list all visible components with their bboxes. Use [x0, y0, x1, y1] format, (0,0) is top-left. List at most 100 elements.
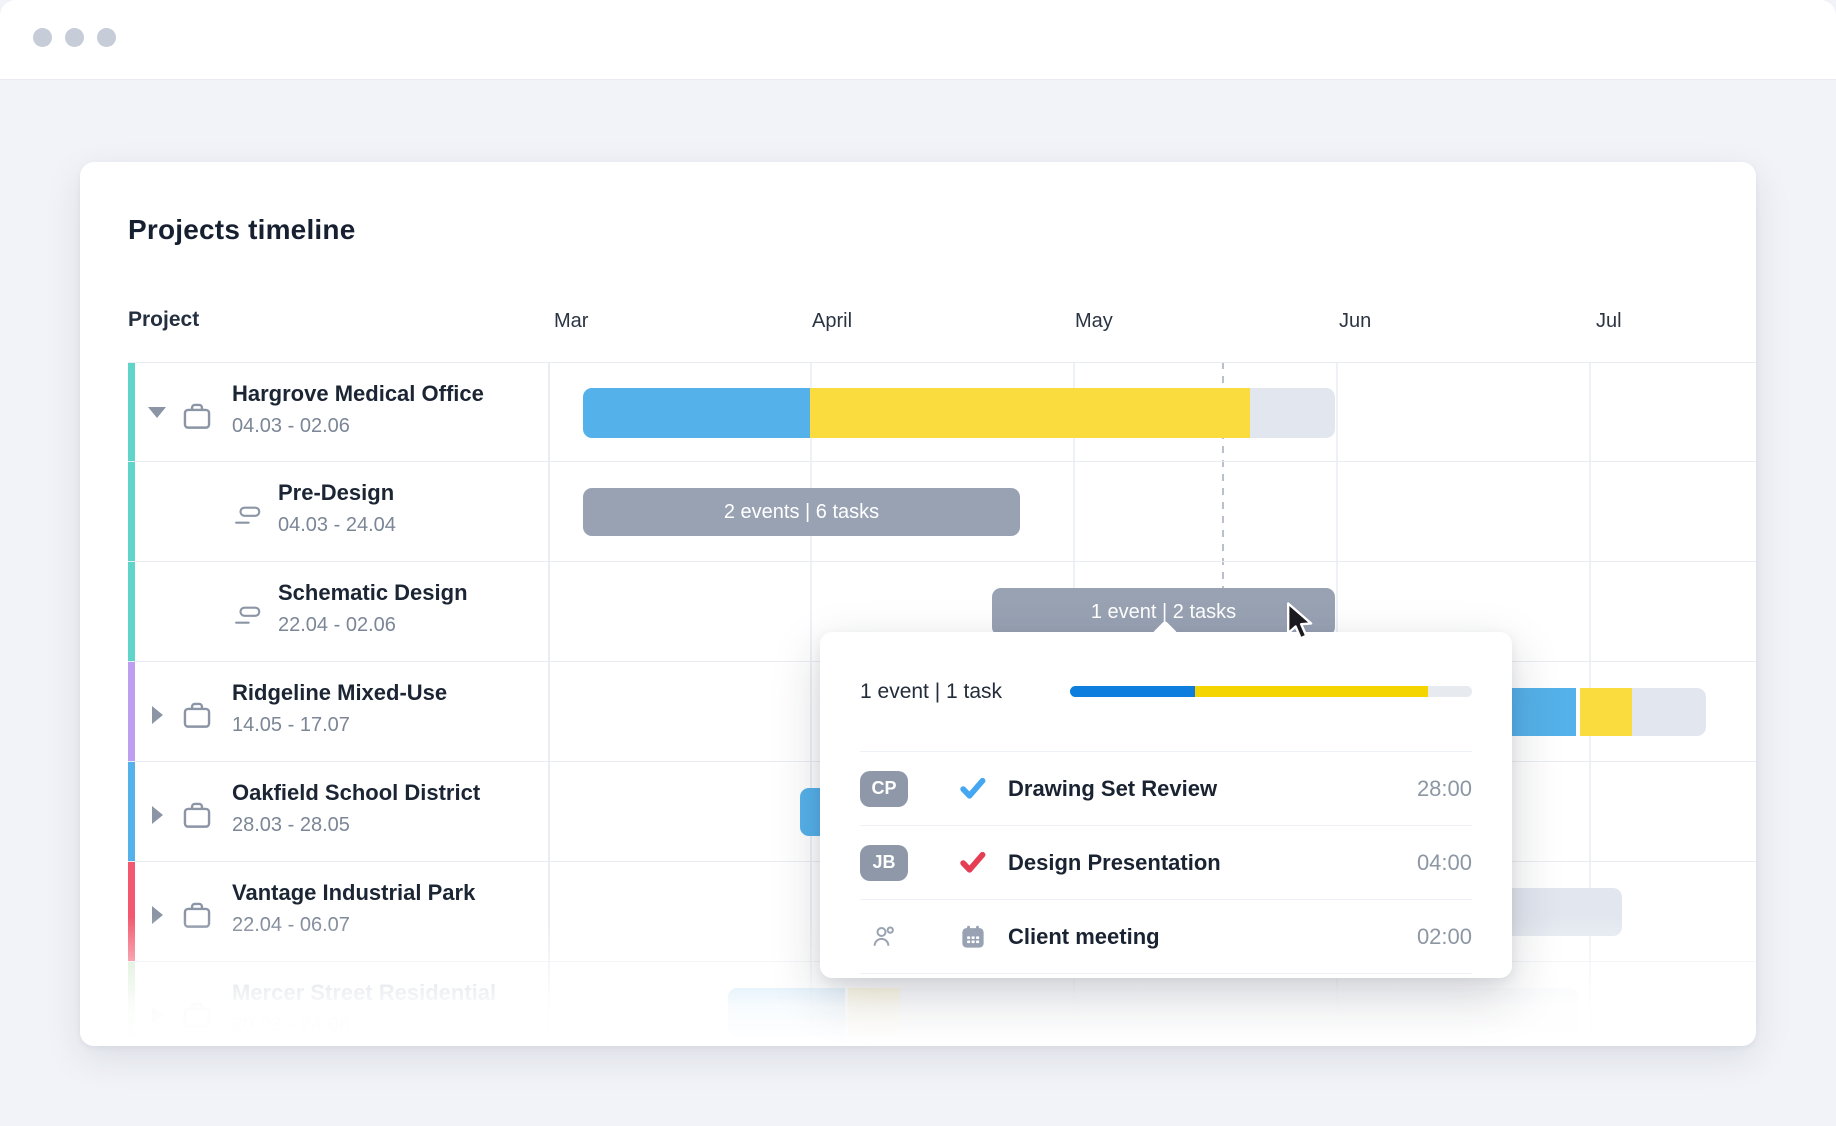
projects-timeline-card: Projects timeline Project Mar April May Jun…: [80, 162, 1756, 1046]
bar-segment-slate: [583, 488, 1020, 536]
item-title: Client meeting: [1008, 923, 1160, 949]
expand-arrow-icon[interactable]: [152, 806, 163, 824]
briefcase-icon: [183, 902, 211, 928]
row-name: Ridgeline Mixed-Use: [232, 680, 448, 705]
phase-icon: [235, 506, 261, 524]
item-time: 04:00: [1416, 849, 1472, 875]
mouse-cursor: [1287, 602, 1313, 640]
progress-segment: [1427, 686, 1472, 697]
row-name: Oakfield School District: [232, 780, 481, 805]
bar-segment-yellow: [1580, 688, 1632, 736]
row-name: Mercer Street Residential: [232, 980, 497, 1005]
month-label-jun: Jun: [1339, 310, 1372, 332]
row-color-edge: [128, 962, 135, 1046]
check-icon: [960, 851, 986, 873]
item-icon-slot: [960, 924, 986, 950]
row-color-edge: [128, 762, 135, 861]
briefcase-icon: [183, 1002, 211, 1028]
popover-item-drawing-set-review[interactable]: CP Drawing Set Review 28:00: [860, 752, 1472, 826]
item-title: Drawing Set Review: [1008, 775, 1218, 801]
item-time: 02:00: [1416, 923, 1472, 949]
item-icon-slot: [960, 851, 986, 874]
bar-segment-blue: [728, 988, 845, 1036]
popover-item-design-presentation[interactable]: JB Design Presentation 04:00: [860, 826, 1472, 900]
row-name: Schematic Design: [278, 580, 468, 605]
assignee-badge: JB: [860, 844, 908, 881]
bar-segment-yellow: [810, 388, 1250, 438]
expand-arrow-icon[interactable]: [152, 1006, 163, 1024]
row-dates: 20.03 - 24.06: [232, 1014, 350, 1036]
progress-segment: [1194, 686, 1428, 697]
phase-icon: [233, 604, 263, 635]
month-label-may: May: [1075, 310, 1113, 332]
window-controls[interactable]: [33, 28, 116, 47]
item-title: Design Presentation: [1008, 849, 1221, 875]
timeline-row-ridgeline-mixed-use[interactable]: Ridgeline Mixed-Use 14.05 - 17.07: [128, 662, 1756, 762]
row-name: Pre-Design: [278, 480, 395, 505]
project-icon: [180, 899, 214, 938]
row-color-edge: [128, 862, 135, 961]
check-icon: [960, 777, 986, 799]
panel-divider: [548, 362, 550, 1046]
month-label-mar: Mar: [554, 310, 589, 332]
month-gridline: [810, 362, 812, 1046]
bar-segment-track: [1250, 388, 1335, 438]
assignee-badge: CP: [860, 770, 908, 807]
window-control-dot[interactable]: [97, 28, 116, 47]
gantt-bar-mercer-street-residential[interactable]: [728, 988, 1578, 1036]
bar-label: 1 event | 2 tasks: [1090, 600, 1237, 623]
page-title: Projects timeline: [128, 214, 356, 245]
window-control-dot[interactable]: [33, 28, 52, 47]
row-dates: 04.03 - 24.04: [278, 514, 396, 536]
project-icon: [180, 799, 214, 838]
row-color-edge: [128, 662, 135, 761]
row-dates: 28.03 - 28.05: [232, 814, 350, 836]
timeline-row-pre-design[interactable]: Pre-Design 04.03 - 24.04: [128, 462, 1756, 562]
row-dates: 14.05 - 17.07: [232, 714, 350, 736]
popover-item-client-meeting[interactable]: Client meeting 02:00: [860, 900, 1472, 974]
popover-progress-bar: [1070, 686, 1472, 697]
project-icon: [180, 400, 214, 439]
expand-arrow-icon[interactable]: [152, 706, 163, 724]
today-marker-line: [1222, 362, 1224, 636]
briefcase-icon: [183, 403, 211, 429]
project-column-header: Project: [128, 308, 200, 331]
project-icon: [180, 699, 214, 738]
phase-icon: [235, 606, 261, 624]
timeline-row-hargrove-medical-office[interactable]: Hargrove Medical Office 04.03 - 02.06: [128, 362, 1756, 462]
window-titlebar: [0, 0, 1836, 80]
bar-label: 2 events | 6 tasks: [723, 500, 880, 523]
bar-segment-track: [1632, 688, 1706, 736]
row-color-edge: [128, 562, 135, 661]
item-badge-slot: JB: [860, 844, 908, 881]
briefcase-icon: [183, 702, 211, 728]
row-dates: 22.04 - 02.06: [278, 614, 396, 636]
month-label-april: April: [812, 310, 853, 332]
month-label-jul: Jul: [1596, 310, 1622, 332]
item-icon-slot: [960, 777, 986, 800]
row-dates: 04.03 - 02.06: [232, 415, 350, 437]
gantt-bar-pre-design[interactable]: 2 events | 6 tasks: [583, 488, 1020, 536]
phase-icon: [233, 504, 263, 535]
row-name: Vantage Industrial Park: [232, 880, 476, 905]
popover-summary: 1 event | 1 task: [860, 679, 1003, 703]
row-name: Hargrove Medical Office: [232, 381, 484, 406]
progress-segment: [1070, 686, 1195, 697]
item-badge-slot: CP: [860, 770, 908, 807]
bar-segment-yellow: [848, 988, 900, 1036]
gantt-bar-hargrove-medical-office[interactable]: [583, 388, 1335, 438]
project-icon: [180, 999, 214, 1038]
row-color-edge: [128, 462, 135, 561]
popover-item-list: CP Drawing Set Review 28:00 JB Design Presen…: [860, 752, 1472, 974]
expand-arrow-icon[interactable]: [152, 906, 163, 924]
people-icon: [873, 926, 894, 946]
row-dates: 22.04 - 06.07: [232, 914, 350, 936]
collapse-arrow-icon[interactable]: [148, 407, 166, 418]
briefcase-icon: [183, 802, 211, 828]
popover-header: 1 event | 1 task: [860, 632, 1472, 752]
calendar-icon: [962, 925, 984, 948]
window-control-dot[interactable]: [65, 28, 84, 47]
row-color-edge: [128, 363, 135, 461]
bar-segment-track: [900, 988, 1578, 1036]
task-summary-popover: 1 event | 1 task CP Drawing Set Review 28:…: [820, 620, 1512, 978]
